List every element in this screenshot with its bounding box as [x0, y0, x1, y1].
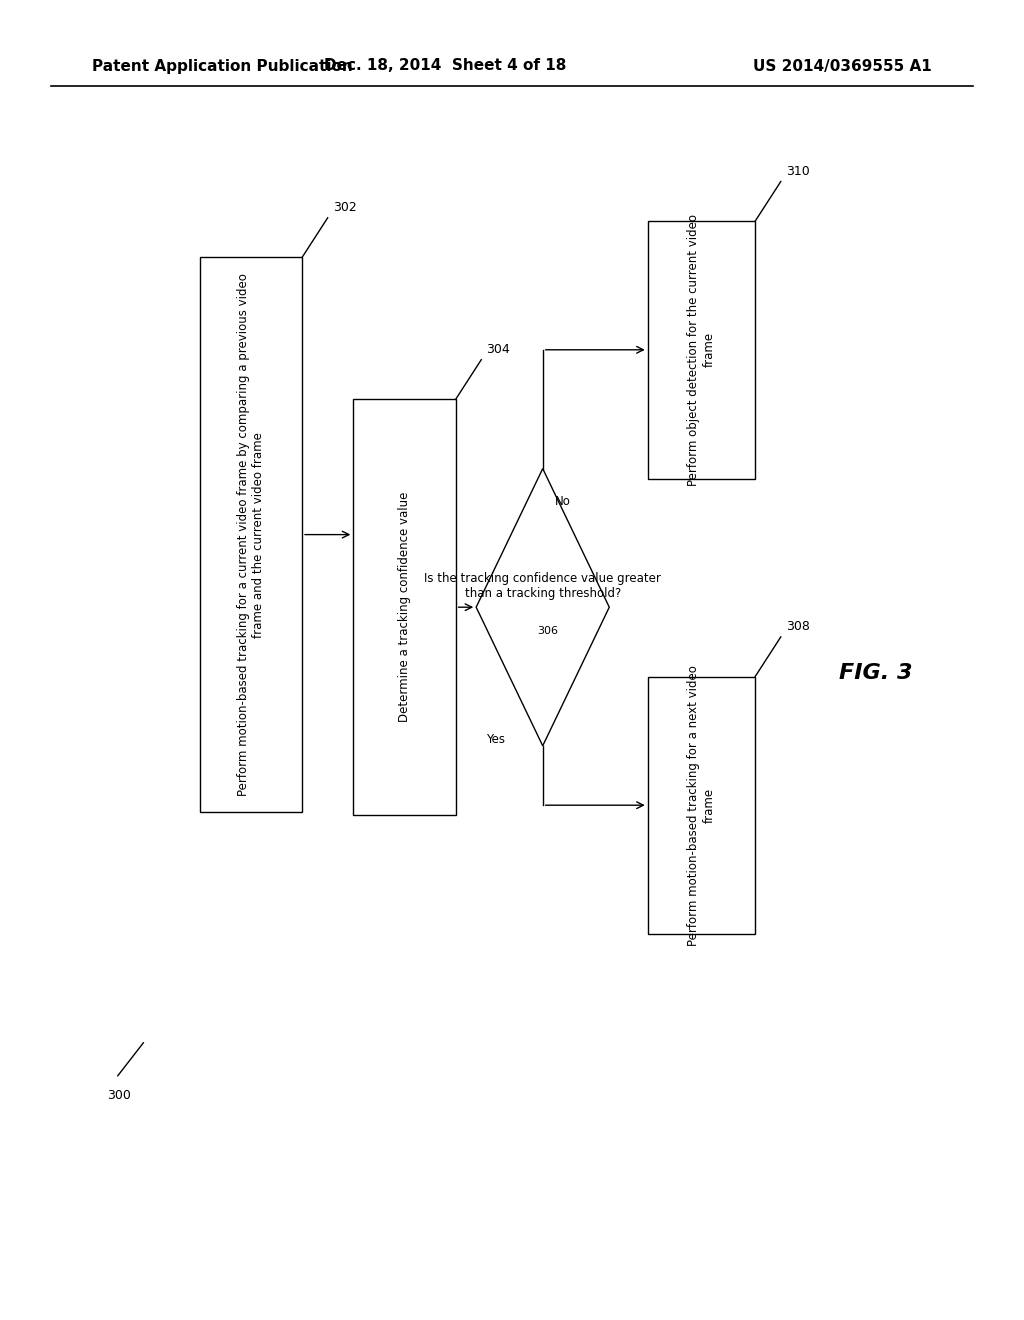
Text: 300: 300	[108, 1089, 131, 1102]
Text: FIG. 3: FIG. 3	[839, 663, 912, 684]
Text: US 2014/0369555 A1: US 2014/0369555 A1	[753, 58, 932, 74]
Bar	[648, 220, 756, 479]
Text: Determine a tracking confidence value: Determine a tracking confidence value	[398, 492, 411, 722]
Text: Yes: Yes	[486, 733, 506, 746]
Text: 304: 304	[486, 343, 510, 355]
Bar	[648, 676, 756, 935]
Text: 308: 308	[786, 620, 810, 632]
Text: Perform object detection for the current video
frame: Perform object detection for the current…	[687, 214, 716, 486]
Text: Perform motion-based tracking for a next video
frame: Perform motion-based tracking for a next…	[687, 665, 716, 945]
Text: Dec. 18, 2014  Sheet 4 of 18: Dec. 18, 2014 Sheet 4 of 18	[325, 58, 566, 74]
Text: Perform motion-based tracking for a current video frame by comparing a previous : Perform motion-based tracking for a curr…	[237, 273, 265, 796]
Text: 306: 306	[538, 626, 558, 636]
Text: 310: 310	[786, 165, 810, 177]
Text: No: No	[555, 495, 571, 508]
Text: Patent Application Publication: Patent Application Publication	[92, 58, 353, 74]
Bar	[353, 399, 456, 814]
Bar	[200, 257, 302, 812]
Text: Is the tracking confidence value greater
than a tracking threshold?: Is the tracking confidence value greater…	[424, 573, 662, 601]
Text: 302: 302	[333, 201, 356, 214]
Polygon shape	[476, 469, 609, 746]
